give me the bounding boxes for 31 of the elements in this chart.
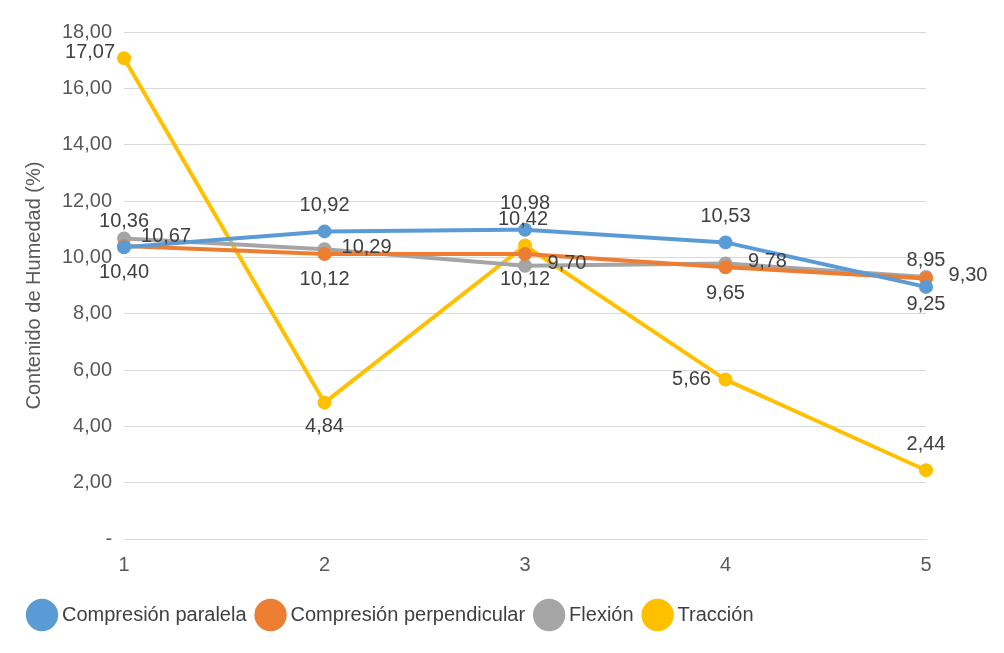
data-label: 9,78: [748, 249, 787, 272]
data-label: 10,92: [299, 192, 350, 215]
y-tick-label: 14,00: [61, 132, 113, 155]
y-tick-label: 8,00: [73, 301, 113, 324]
data-label: 4,84: [305, 414, 345, 437]
data-label: 8,95: [906, 248, 946, 271]
x-tick-label: 3: [519, 552, 531, 575]
data-label: 10,12: [299, 267, 350, 290]
x-tick-label: 4: [719, 552, 732, 575]
data-label: 9,30: [948, 262, 988, 285]
y-tick-label: 18,00: [61, 19, 113, 42]
x-tick-label: 2: [318, 552, 331, 575]
legend-label: Flexión: [569, 602, 634, 625]
x-tick-label: 5: [920, 552, 932, 575]
y-tick-label: 6,00: [73, 357, 113, 380]
legend-label: Tracción: [677, 602, 754, 625]
data-label: 9,25: [906, 291, 946, 314]
y-tick-label: 12,00: [61, 188, 113, 211]
legend-label: Compresión paralela: [62, 602, 248, 625]
data-label: 5,66: [672, 367, 711, 390]
y-tick-label: 4,00: [73, 413, 113, 436]
x-tick-label: 1: [118, 552, 130, 575]
data-label: 10,29: [341, 234, 392, 257]
data-label: 9,65: [706, 280, 745, 303]
data-label: 2,44: [906, 431, 946, 454]
legend-label: Compresión perpendicular: [290, 602, 526, 625]
y-tick-label: -: [105, 526, 113, 549]
y-tick-label: 16,00: [61, 75, 113, 98]
y-axis-title: Contenido de Humedad (%): [21, 161, 44, 410]
data-label: 10,53: [700, 203, 751, 226]
y-tick-label: 2,00: [73, 470, 113, 493]
